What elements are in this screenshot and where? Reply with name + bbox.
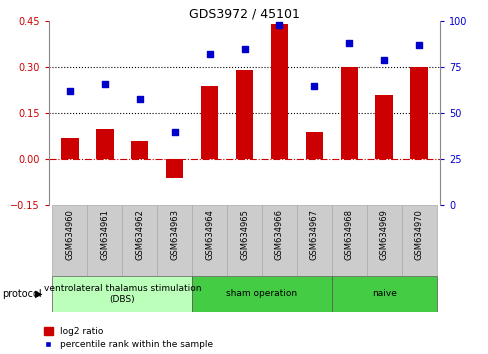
Text: naive: naive <box>371 289 396 298</box>
Bar <box>157 205 192 276</box>
Text: GSM634964: GSM634964 <box>204 209 214 260</box>
Text: ventrolateral thalamus stimulation
(DBS): ventrolateral thalamus stimulation (DBS) <box>43 284 201 303</box>
Point <box>345 40 352 46</box>
Legend: log2 ratio, percentile rank within the sample: log2 ratio, percentile rank within the s… <box>43 327 213 349</box>
Point <box>136 96 143 101</box>
Bar <box>340 67 357 159</box>
Point <box>275 22 283 28</box>
Bar <box>61 138 79 159</box>
Bar <box>131 141 148 159</box>
Bar <box>192 276 331 312</box>
Bar <box>52 276 192 312</box>
Bar <box>262 205 296 276</box>
Text: GSM634962: GSM634962 <box>135 209 144 260</box>
Point <box>414 42 422 48</box>
Point <box>205 52 213 57</box>
Bar <box>401 205 436 276</box>
Bar <box>96 129 113 159</box>
Bar <box>201 86 218 159</box>
Bar <box>122 205 157 276</box>
Text: GSM634966: GSM634966 <box>274 209 284 260</box>
Bar <box>192 205 226 276</box>
Text: GSM634963: GSM634963 <box>170 209 179 260</box>
Bar <box>331 276 436 312</box>
Bar <box>235 70 253 159</box>
Title: GDS3972 / 45101: GDS3972 / 45101 <box>189 7 299 20</box>
Bar <box>375 95 392 159</box>
Text: GSM634969: GSM634969 <box>379 209 388 260</box>
Bar <box>331 205 366 276</box>
Text: GSM634968: GSM634968 <box>344 209 353 260</box>
Text: GSM634967: GSM634967 <box>309 209 318 260</box>
Text: ▶: ▶ <box>35 289 42 299</box>
Point <box>310 83 318 88</box>
Point <box>380 57 387 63</box>
Bar <box>305 132 323 159</box>
Text: GSM634965: GSM634965 <box>240 209 248 260</box>
Text: GSM634961: GSM634961 <box>100 209 109 260</box>
Text: GSM634960: GSM634960 <box>65 209 74 260</box>
Bar <box>366 205 401 276</box>
Text: GSM634970: GSM634970 <box>414 209 423 260</box>
Point <box>101 81 108 87</box>
Bar <box>270 24 287 159</box>
Point <box>66 88 74 94</box>
Text: sham operation: sham operation <box>226 289 297 298</box>
Bar <box>409 67 427 159</box>
Bar <box>296 205 331 276</box>
Bar <box>165 159 183 178</box>
Point <box>240 46 248 52</box>
Bar <box>87 205 122 276</box>
Bar <box>52 205 87 276</box>
Text: protocol: protocol <box>2 289 42 299</box>
Point <box>170 129 178 135</box>
Bar <box>226 205 262 276</box>
